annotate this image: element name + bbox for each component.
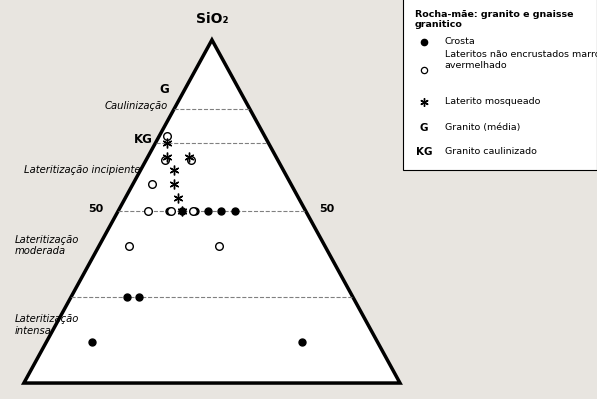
Text: Lateritização incipiente: Lateritização incipiente [24,164,140,175]
Text: Crosta: Crosta [445,38,476,46]
Text: G: G [159,83,169,96]
Text: 50: 50 [88,204,103,215]
Polygon shape [24,40,400,383]
Text: SiO₂: SiO₂ [196,12,228,26]
Text: KG: KG [416,146,432,157]
Text: Granito caulinizado: Granito caulinizado [445,147,537,156]
Text: Fe₂O₃: Fe₂O₃ [406,398,444,399]
Text: Lateritização
moderada: Lateritização moderada [15,235,79,256]
FancyBboxPatch shape [403,0,597,170]
Text: Rocha-mãe: granito e gnaisse granitico: Rocha-mãe: granito e gnaisse granitico [415,10,573,30]
Text: Lateritização
intensa: Lateritização intensa [15,314,79,336]
Text: Caulinização: Caulinização [104,101,168,111]
Text: 50: 50 [319,204,334,215]
Text: G: G [420,122,428,133]
Text: Al₂O₃: Al₂O₃ [0,398,18,399]
Text: Laterito mosqueado: Laterito mosqueado [445,97,540,106]
Text: KG: KG [134,133,153,146]
Text: Lateritos não encrustados marrom -
avermelhado: Lateritos não encrustados marrom - averm… [445,50,597,69]
Text: Granito (média): Granito (média) [445,123,520,132]
